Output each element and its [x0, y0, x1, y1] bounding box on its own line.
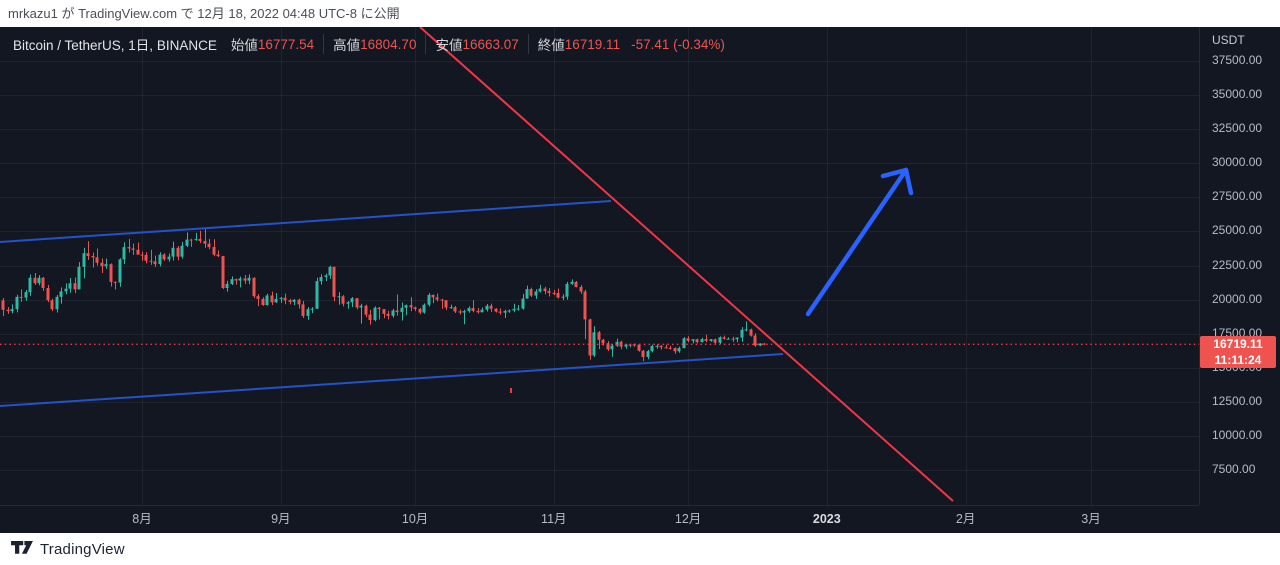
time-axis-label: 9月 — [271, 512, 291, 526]
last-price-value: 16719.11 — [1213, 337, 1263, 352]
candles — [1, 228, 766, 362]
price-axis[interactable]: USDT 37500.00 35000.00 32500.00 30000.00 275… — [1199, 27, 1280, 505]
price-change: -57.41 (-0.34%) — [631, 36, 725, 52]
price-tick-label: 7500.00 — [1212, 462, 1256, 476]
price-tick-label: 37500.00 — [1212, 53, 1263, 67]
price-tick-label: 27500.00 — [1212, 189, 1263, 204]
red-dot-mark[interactable] — [510, 388, 512, 393]
price-tick-label: 17500.00 — [1212, 325, 1263, 340]
bullish-arrow[interactable] — [805, 167, 914, 317]
chart-legend: Bitcoin / TetherUS, 1日, BINANCE 始値 16777.… — [13, 34, 725, 54]
ohlc-label: 終値 — [537, 38, 565, 53]
symbol-title: Bitcoin / TetherUS, 1日, BINANCE — [13, 38, 217, 53]
price-tick-label: 20000.00 — [1212, 291, 1263, 306]
footer-bar: TradingView — [0, 533, 1280, 565]
time-axis-label: 10月 — [401, 512, 429, 526]
time-axis-label: 2023 — [812, 512, 841, 526]
price-tick-label: 12500.00 — [1212, 393, 1263, 408]
gridlines — [0, 27, 1199, 505]
ohlc-label: 高値 — [333, 38, 361, 53]
ohlc-value: 16804.70 — [360, 36, 417, 52]
price-tick-label: 25000.00 — [1212, 223, 1263, 238]
footer-brand: TradingView — [40, 540, 125, 558]
ohlc-item: 安値 16663.07 — [425, 34, 519, 54]
ohlc-values: 始値 16777.54 高値 16804.70 安値 16663.07 終値 16719.11 — [231, 34, 629, 54]
ohlc-item: 終値 16719.11 — [527, 34, 621, 54]
last-price-label: 16719.11 11:11:24 — [1200, 336, 1276, 369]
time-axis-label: 11月 — [541, 512, 567, 526]
price-tick-label: 32500.00 — [1212, 121, 1263, 136]
ohlc-label: 安値 — [435, 38, 463, 53]
bar-countdown: 11:11:24 — [1214, 353, 1262, 368]
price-tick-label: 10000.00 — [1212, 427, 1263, 442]
time-axis-label: 3月 — [1081, 512, 1101, 526]
ohlc-item: 高値 16804.70 — [323, 34, 416, 54]
channel-upper-trendline[interactable] — [0, 200, 612, 243]
share-header-bar: mrkazu1 が TradingView.com で 12月 18, 2022… — [0, 0, 1280, 27]
ohlc-value: 16719.11 — [564, 36, 621, 52]
ohlc-item: 始値 16777.54 — [231, 34, 314, 54]
tradingview-logo[interactable] — [11, 540, 33, 558]
price-tick-label: 22500.00 — [1212, 257, 1263, 272]
share-header-text: mrkazu1 が TradingView.com で 12月 18, 2022… — [8, 6, 400, 21]
channel-lower-trendline[interactable] — [0, 353, 784, 407]
downtrend-line[interactable] — [419, 27, 954, 502]
time-axis-label: 2月 — [955, 512, 976, 526]
ohlc-label: 始値 — [230, 38, 258, 53]
time-axis-label: 12月 — [674, 512, 702, 526]
chart-stage[interactable]: Bitcoin / TetherUS, 1日, BINANCE 始値 16777.… — [0, 27, 1280, 533]
time-axis-label: 8月 — [132, 512, 152, 526]
chart-svg[interactable] — [0, 27, 1280, 533]
axis-currency-label: USDT — [1212, 33, 1245, 47]
ohlc-value: 16663.07 — [462, 36, 519, 52]
time-axis[interactable]: 8月 9月 10月 11月 12月 2023 2月 3月 — [0, 505, 1199, 533]
price-tick-label: 35000.00 — [1212, 87, 1263, 102]
ohlc-value: 16777.54 — [257, 36, 315, 52]
price-tick-label: 30000.00 — [1212, 155, 1263, 170]
